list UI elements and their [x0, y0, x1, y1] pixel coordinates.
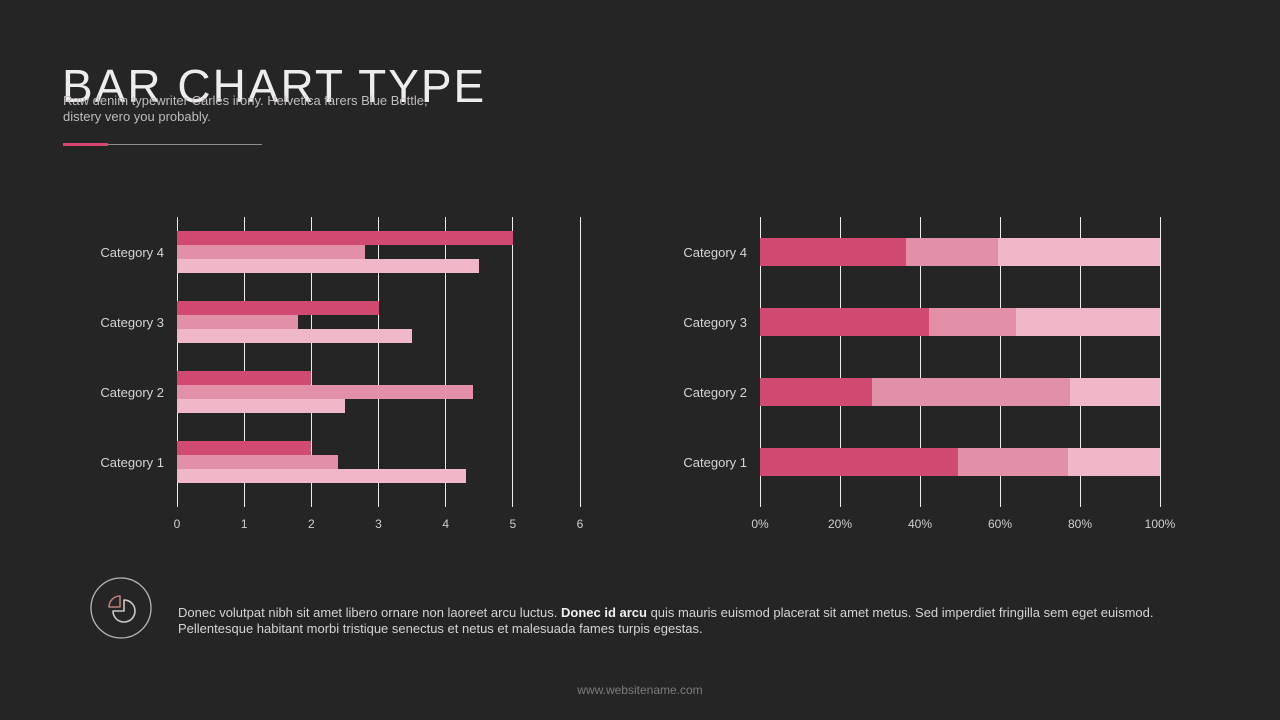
gridline	[243, 217, 245, 507]
bar	[177, 455, 339, 469]
category-label: Category 1	[100, 454, 164, 470]
axis-tick-label: 5	[509, 517, 517, 531]
bar	[177, 245, 366, 259]
gridline	[445, 217, 447, 507]
category-labels: Category 4 Category 3 Category 2 Category 1	[80, 217, 164, 497]
bar	[177, 371, 312, 385]
description-post: quis mauris euismod placerat sit amet me…	[178, 605, 1154, 636]
bar	[177, 259, 480, 273]
bar-row	[177, 217, 580, 287]
stack-segment	[1015, 308, 1160, 336]
website-url: www.websitename.com	[577, 683, 703, 697]
category-labels: Category 4 Category 3 Category 2 Category 1	[663, 217, 747, 497]
category-label: Category 4	[100, 244, 164, 260]
gridline	[310, 217, 312, 507]
bar-row	[760, 217, 1160, 287]
bar-row	[177, 357, 580, 427]
bar-group	[177, 427, 580, 483]
subtitle: Raw denim typewriter Carles irony. Helve…	[63, 93, 428, 125]
bar	[177, 231, 513, 245]
axis-tick-label: 0%	[751, 517, 769, 531]
gridline	[919, 217, 921, 507]
stacked-bar	[760, 238, 1160, 266]
subtitle-line-2: distery vero you probably.	[63, 109, 211, 124]
axis-tick-label: 4	[442, 517, 449, 531]
axis-tick-label: 80%	[1067, 517, 1093, 531]
stacked-bar	[760, 308, 1160, 336]
bar	[177, 301, 379, 315]
gridline	[759, 217, 761, 507]
category-label: Category 1	[683, 454, 747, 470]
gridline	[176, 217, 178, 507]
bar	[177, 399, 345, 413]
category-label: Category 4	[683, 244, 747, 260]
category-label: Category 3	[100, 314, 164, 330]
plot-area: 0 1 2 3 4 5 6	[174, 217, 583, 531]
bar-group	[177, 217, 580, 273]
bar-group	[177, 287, 580, 343]
bar	[177, 385, 473, 399]
bar	[177, 469, 466, 483]
bar-row	[760, 427, 1160, 497]
grouped-bar-chart: Category 4 Category 3 Category 2 Category 1…	[80, 217, 583, 531]
bar-row	[760, 287, 1160, 357]
plot-area: 0% 20% 40% 60% 80% 100%	[751, 217, 1175, 531]
category-label: Category 2	[683, 384, 747, 400]
bar-row	[177, 427, 580, 497]
page-title: BAR CHART TYPE	[62, 59, 487, 112]
axis-tick-label: 0	[173, 517, 181, 531]
stacked-bar-chart: Category 4 Category 3 Category 2 Category 1…	[663, 217, 1175, 531]
bar-group	[177, 357, 580, 413]
category-label: Category 3	[683, 314, 747, 330]
stack-segment	[760, 238, 907, 266]
description-bold: Donec id arcu	[561, 605, 647, 620]
axis-tick-label: 2	[307, 517, 315, 531]
axis-tick-label: 3	[375, 517, 382, 531]
stack-segment	[997, 238, 1160, 266]
stack-segment	[760, 378, 873, 406]
gridline	[1079, 217, 1081, 507]
stack-segment	[957, 448, 1068, 476]
axis-tick-label: 6	[576, 517, 584, 531]
gridline	[378, 217, 379, 507]
gridline	[839, 217, 841, 507]
gridline	[1159, 217, 1161, 507]
bar-row	[177, 287, 580, 357]
bar-row	[760, 357, 1160, 427]
pie-chart-icon	[90, 577, 152, 639]
stack-segment	[1067, 448, 1160, 476]
divider-accent	[63, 143, 108, 146]
stack-segment	[928, 308, 1016, 336]
description-pre: Donec volutpat nibh sit amet libero orna…	[178, 605, 561, 620]
stack-segment	[760, 308, 929, 336]
category-label: Category 2	[100, 384, 164, 400]
bar	[177, 441, 312, 455]
description-text: Donec volutpat nibh sit amet libero orna…	[178, 605, 1178, 637]
stack-segment	[906, 238, 998, 266]
stack-segment	[1069, 378, 1160, 406]
axis-tick-label: 40%	[907, 517, 933, 531]
divider-line	[108, 144, 262, 145]
axis-tick-label: 100%	[1144, 517, 1176, 531]
stack-segment	[760, 448, 958, 476]
axis-tick-label: 60%	[987, 517, 1013, 531]
gridline	[999, 217, 1001, 507]
title-divider	[63, 143, 262, 146]
axis-tick-label: 20%	[827, 517, 853, 531]
stack-segment	[872, 378, 1070, 406]
subtitle-line-1: Raw denim typewriter Carles irony. Helve…	[63, 93, 428, 108]
gridline	[579, 217, 581, 507]
axis-tick-label: 1	[240, 517, 248, 531]
stacked-bar	[760, 448, 1160, 476]
bar	[177, 329, 413, 343]
stacked-bar	[760, 378, 1160, 406]
gridline	[512, 217, 514, 507]
bar	[177, 315, 298, 329]
